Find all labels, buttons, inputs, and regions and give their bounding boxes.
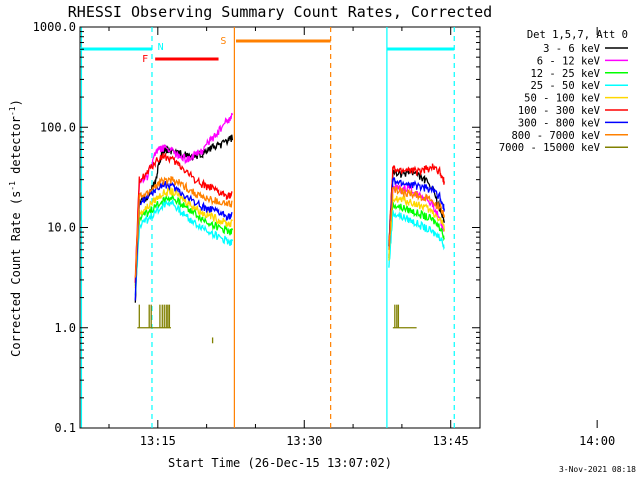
x-tick-label: 13:15 — [140, 434, 176, 448]
marker-label-f: F — [142, 54, 148, 65]
series-line — [388, 194, 445, 261]
series-line — [134, 181, 233, 301]
legend-header: Det 1,5,7, Att 0 — [527, 29, 628, 41]
series-layer — [134, 112, 445, 344]
y-tick-label: 0.1 — [54, 421, 76, 435]
y-axis-label-end: ) — [9, 99, 23, 106]
y-axis-label-mid: detector — [9, 116, 23, 181]
legend-label: 100 - 300 keV — [518, 105, 601, 117]
y-axis-label-main: Corrected Count Rate (s — [9, 191, 23, 357]
legend-label: 7000 - 15000 keV — [499, 142, 601, 154]
series-line — [134, 176, 233, 278]
legend-label: 50 - 100 keV — [524, 93, 601, 105]
series-line — [388, 201, 445, 259]
axis-ticks: 13:1513:3013:4514:0014:1514:3014:450.11.… — [33, 20, 616, 448]
y-tick-label: 1000.0 — [33, 20, 76, 34]
marker-label-s: S — [220, 36, 226, 47]
legend-label: 300 - 800 keV — [518, 117, 601, 129]
chart-title: RHESSI Observing Summary Count Rates, Co… — [68, 3, 492, 21]
y-tick-label: 10.0 — [47, 221, 76, 235]
x-tick-label: 14:00 — [579, 434, 615, 448]
series-line — [134, 194, 234, 286]
y-axis-label-sup2: -1 — [8, 106, 17, 116]
legend-label: 6 - 12 keV — [537, 55, 601, 67]
series-line — [388, 177, 445, 248]
x-tick-label: 13:30 — [286, 434, 322, 448]
marker-label-n: N — [158, 42, 164, 53]
x-axis-label: Start Time (26-Dec-15 13:07:02) — [168, 456, 392, 470]
series-line — [134, 153, 233, 283]
series-line — [388, 163, 445, 241]
vertical-marker-lines — [80, 27, 455, 428]
series-line — [388, 185, 445, 250]
timestamp: 3-Nov-2021 08:18 — [559, 465, 636, 474]
legend-label: 800 - 7000 keV — [511, 130, 600, 142]
y-tick-label: 100.0 — [40, 120, 76, 134]
legend-label: 25 - 50 keV — [530, 80, 600, 92]
status-bars: N S F — [80, 36, 455, 65]
y-axis-label-sup1: -1 — [8, 181, 17, 191]
series-line — [134, 187, 233, 289]
legend-label: 3 - 6 keV — [543, 43, 601, 55]
x-tick-label: 13:45 — [433, 434, 469, 448]
series-line — [388, 209, 445, 268]
y-tick-label: 1.0 — [54, 321, 76, 335]
y-axis-label: Corrected Count Rate (s-1 detector-1) — [8, 99, 23, 357]
legend-label: 12 - 25 keV — [530, 68, 600, 80]
series-line — [134, 199, 234, 296]
